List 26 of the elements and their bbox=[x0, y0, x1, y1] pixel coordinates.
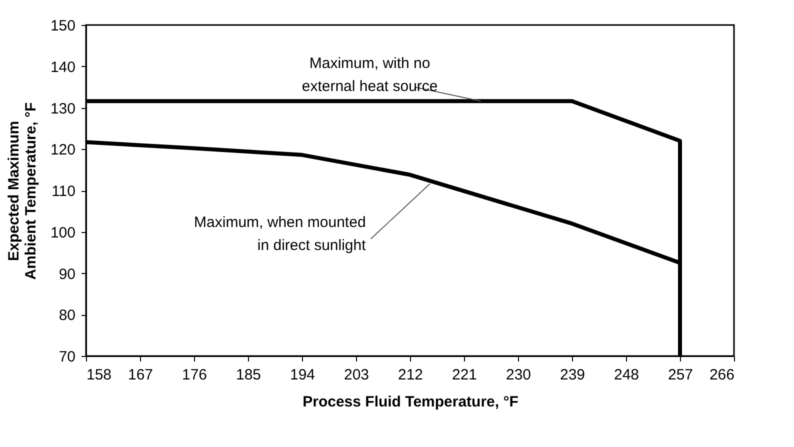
x-tick-label: 239 bbox=[560, 366, 586, 384]
x-tick-label: 230 bbox=[506, 366, 532, 384]
y-tick-label: 130 bbox=[50, 100, 76, 118]
y-axis-title: Expected Maximum Ambient Temperature, °F bbox=[5, 102, 40, 280]
y-tick-label: 100 bbox=[50, 224, 76, 242]
y-tick-label: 120 bbox=[50, 142, 76, 159]
x-tick-label: 248 bbox=[614, 366, 640, 384]
x-tick-label: 257 bbox=[668, 366, 694, 384]
x-tick-label: 167 bbox=[128, 366, 154, 384]
x-tick-label: 185 bbox=[236, 366, 262, 384]
y-tick-label: 90 bbox=[58, 266, 76, 283]
x-tick-label: 203 bbox=[344, 366, 370, 384]
x-tick-label: 176 bbox=[182, 366, 208, 384]
y-tick-label: 150 bbox=[50, 18, 76, 34]
x-tick-label: 158 bbox=[86, 366, 112, 384]
y-tick-label: 70 bbox=[58, 348, 76, 366]
x-tick-label: 221 bbox=[452, 366, 478, 384]
y-tick-label: 80 bbox=[58, 307, 76, 324]
x-tick-label: 194 bbox=[290, 366, 316, 384]
annotation: Maximum, with no external heat source bbox=[302, 55, 438, 96]
annotation: Maximum, when mounted in direct sunlight bbox=[194, 214, 367, 254]
y-tick-label: 140 bbox=[50, 58, 76, 76]
x-axis-title: Process Fluid Temperature, °F bbox=[302, 394, 518, 410]
x-tick-label: 266 bbox=[709, 366, 734, 384]
y-tick-label: 110 bbox=[52, 183, 76, 200]
x-tick-label: 212 bbox=[398, 366, 424, 384]
